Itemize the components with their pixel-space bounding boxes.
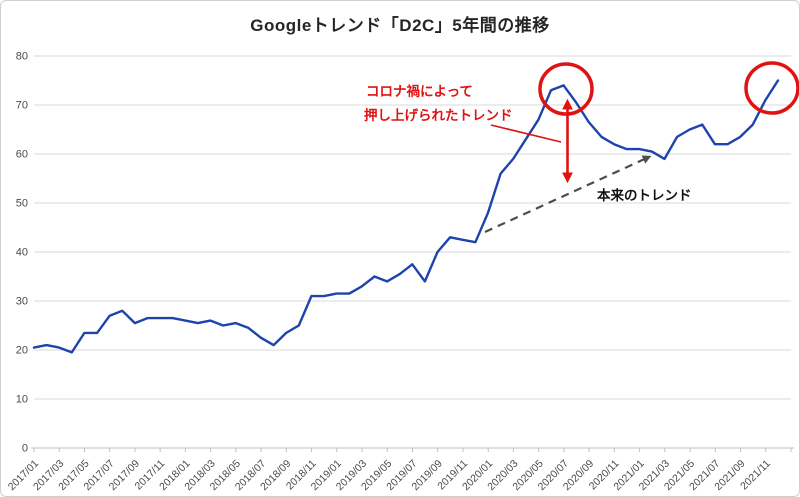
covid-peak-circle-2021 xyxy=(744,61,799,115)
y-tick-label: 40 xyxy=(16,247,28,259)
trend-line xyxy=(32,79,780,354)
y-tick-label: 60 xyxy=(16,149,28,161)
y-axis-labels: 0 10 20 30 40 50 60 70 80 xyxy=(16,51,28,455)
covid-peak-circle-2020 xyxy=(538,62,594,116)
y-tick-label: 80 xyxy=(16,51,28,63)
chart-title: Googleトレンド「D2C」5年間の推移 xyxy=(250,16,550,35)
natural-trend-arrow xyxy=(484,155,652,234)
x-axis-labels: 2017/012017/032017/052017/072017/092017/… xyxy=(6,458,773,493)
y-tick-label: 30 xyxy=(16,296,28,308)
y-tick-label: 10 xyxy=(16,394,28,406)
gridlines xyxy=(34,55,791,400)
y-tick-label: 20 xyxy=(16,345,28,357)
trend-line-path xyxy=(32,79,780,354)
annotation-layer: コロナ禍によって 押し上げられたトレンド 本来のトレンド xyxy=(364,61,799,234)
covid-annotation-line2: 押し上げられたトレンド xyxy=(364,107,513,123)
covid-pointer-line xyxy=(490,124,562,143)
y-tick-label: 50 xyxy=(16,198,28,210)
y-tick-label: 70 xyxy=(16,100,28,112)
covid-annotation-line1: コロナ禍によって xyxy=(366,83,473,99)
x-axis xyxy=(31,447,794,452)
y-tick-label: 0 xyxy=(22,443,28,455)
natural-trend-label: 本来のトレンド xyxy=(597,187,692,203)
